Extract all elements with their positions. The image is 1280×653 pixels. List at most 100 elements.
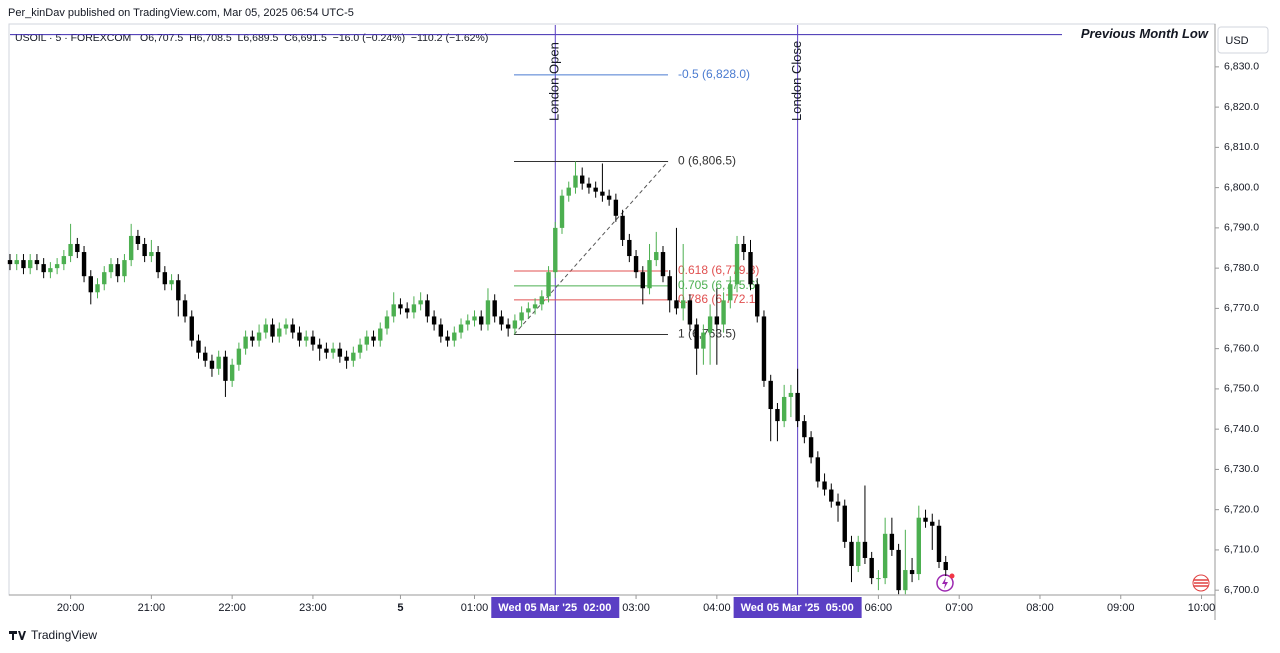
candle-body: [593, 187, 598, 192]
candle-body: [290, 324, 295, 333]
candle-body: [344, 356, 349, 361]
candle-body: [620, 215, 625, 240]
candle-body: [539, 296, 545, 305]
candle-body: [741, 243, 746, 253]
x-tick-label: 23:00: [299, 602, 327, 614]
candle-body: [721, 300, 726, 325]
y-tick-label: 6,830.0: [1224, 61, 1259, 73]
candle-body: [559, 195, 565, 228]
candle-body: [674, 300, 679, 309]
candle-body: [667, 276, 672, 301]
candle-body: [788, 392, 794, 397]
candle-body: [425, 300, 430, 317]
candle-body: [714, 316, 720, 325]
candle-body: [842, 505, 847, 542]
candle-body: [411, 304, 417, 313]
fib-label: 0.618 (6,779.3): [678, 263, 759, 277]
candle-body: [849, 541, 854, 567]
candle-body: [479, 316, 484, 325]
candle-body: [135, 235, 141, 244]
candle-body: [304, 336, 309, 341]
candle-body: [566, 187, 571, 196]
candle-body: [505, 324, 511, 329]
candle-body: [61, 256, 67, 265]
candle-body: [378, 328, 383, 341]
candle-body: [795, 392, 800, 422]
y-tick-label: 6,700.0: [1224, 584, 1259, 596]
candle-body: [499, 316, 504, 325]
candle-body: [748, 252, 753, 285]
candle-body: [896, 549, 901, 591]
x-tick-label: 09:00: [1107, 602, 1135, 614]
x-tick-label: 03:00: [622, 602, 650, 614]
session-name: London Open: [547, 42, 562, 121]
candle-body: [532, 304, 538, 309]
candle-body: [465, 320, 470, 325]
y-tick-label: 6,730.0: [1224, 463, 1259, 475]
candle-body: [283, 324, 289, 329]
x-tick-label: 10:00: [1188, 602, 1216, 614]
candle-body: [627, 239, 632, 257]
candle-body: [162, 272, 168, 285]
candle-body: [236, 348, 242, 365]
alert-icon[interactable]: [936, 573, 955, 592]
candle-body: [943, 561, 948, 571]
candle-body: [189, 316, 194, 341]
y-tick-label: 6,710.0: [1224, 544, 1259, 556]
x-tick-label: 5: [397, 602, 403, 614]
candle-body: [196, 340, 201, 353]
candle-body: [371, 336, 376, 341]
candle-body: [256, 332, 262, 341]
candle-body: [815, 457, 821, 482]
level-label: Previous Month Low: [1081, 26, 1209, 41]
candle-body: [882, 533, 888, 579]
candle-body: [216, 356, 221, 369]
candle-body: [176, 280, 181, 301]
candle-body: [229, 364, 235, 381]
candle-body: [526, 308, 531, 313]
y-tick-label: 6,820.0: [1224, 101, 1259, 113]
candle-body: [694, 324, 699, 349]
candle-body: [27, 260, 33, 269]
candle-body: [633, 256, 639, 273]
currency-box[interactable]: [1217, 26, 1269, 54]
candle-body: [600, 191, 605, 196]
candle-body: [155, 252, 161, 273]
candle-body: [573, 175, 578, 188]
candle-body: [613, 199, 619, 216]
x-tick-label: 21:00: [138, 602, 166, 614]
candle-body: [95, 284, 100, 293]
candle-body: [553, 227, 558, 273]
candle-body: [512, 320, 518, 329]
candle-body: [115, 264, 120, 277]
candle-body: [122, 260, 127, 277]
crosshair-date: Wed 05 Mar '25: [498, 602, 577, 614]
candle-body: [687, 300, 693, 325]
candle-body: [357, 344, 363, 353]
candle-body: [458, 324, 464, 333]
candle-body: [485, 300, 491, 325]
candle-body: [802, 421, 807, 438]
brand: TradingView: [31, 628, 97, 642]
tv-logo: [9, 631, 26, 640]
candle-body: [923, 517, 928, 522]
candle-body: [223, 356, 228, 381]
y-tick-label: 6,770.0: [1224, 302, 1259, 314]
flag-icon[interactable]: [1192, 574, 1210, 592]
candle-body: [472, 316, 477, 321]
crosshair-label-bg: [491, 597, 620, 618]
candle-body: [337, 348, 343, 357]
candle-body: [351, 352, 356, 361]
candle-body: [876, 578, 881, 580]
candle-body: [14, 260, 19, 265]
candle-body: [142, 243, 147, 257]
x-tick-label: 22:00: [218, 602, 246, 614]
x-tick-label: 20:00: [57, 602, 85, 614]
fib-label: 0.786 (6,772.1): [678, 292, 759, 306]
candle-body: [680, 300, 686, 309]
candle-body: [768, 380, 773, 410]
x-tick-label: 06:00: [865, 602, 893, 614]
candle-body: [438, 324, 444, 337]
candle-body: [364, 336, 369, 345]
